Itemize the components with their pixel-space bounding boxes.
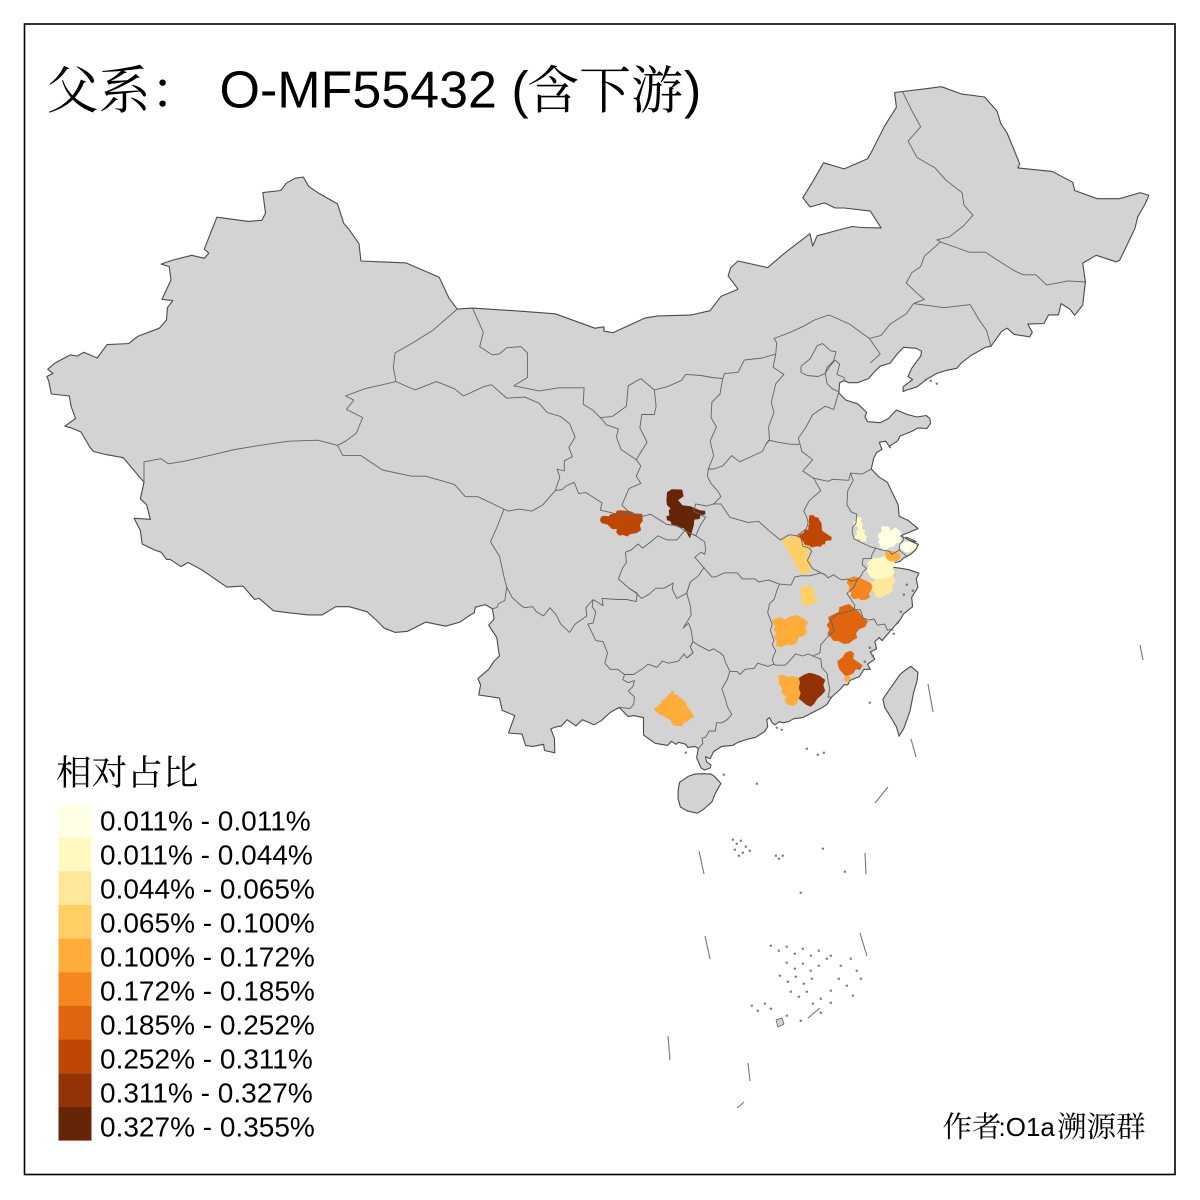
svg-text::O1a: :O1a [999,1112,1056,1142]
svg-text:0.327% - 0.355%: 0.327% - 0.355% [100,1112,315,1143]
svg-text:0.065% - 0.100%: 0.065% - 0.100% [100,908,315,939]
svg-text:0.100% - 0.172%: 0.100% - 0.172% [100,942,315,973]
svg-text:O-MF55432 (: O-MF55432 ( [220,62,530,120]
svg-text:0.011% - 0.044%: 0.011% - 0.044% [100,840,313,871]
svg-text:0.044% - 0.065%: 0.044% - 0.065% [100,874,315,905]
svg-text:0.172% - 0.185%: 0.172% - 0.185% [100,976,315,1007]
svg-text:0.311% - 0.327%: 0.311% - 0.327% [100,1078,313,1109]
svg-text:0.011% - 0.011%: 0.011% - 0.011% [100,806,311,837]
svg-text:0.252% - 0.311%: 0.252% - 0.311% [100,1044,313,1075]
svg-text:): ) [684,62,701,120]
svg-text:0.185% - 0.252%: 0.185% - 0.252% [100,1010,315,1041]
